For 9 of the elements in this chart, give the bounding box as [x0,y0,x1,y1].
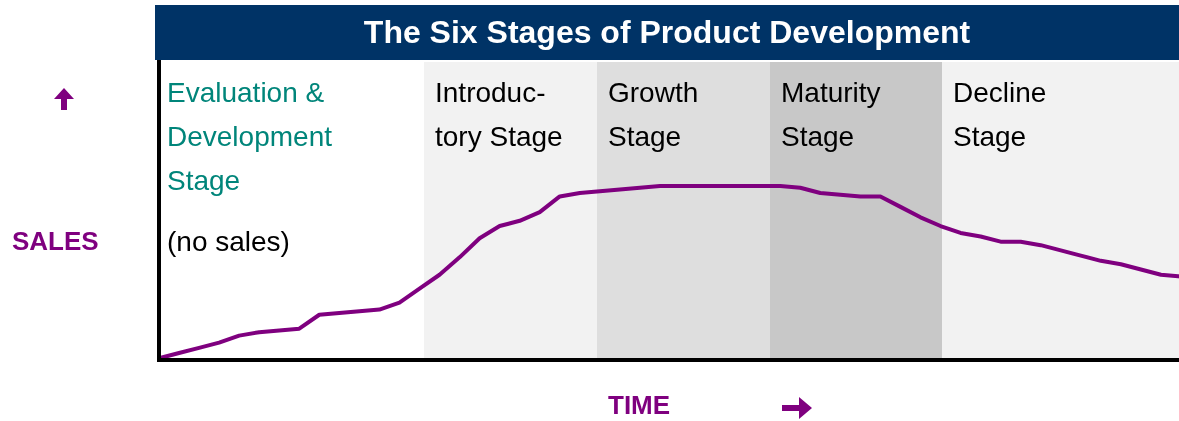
annotation: (no sales) [167,225,291,259]
text: Decline Stage [953,76,1048,154]
text: Maturity Stage [781,76,882,154]
x-axis-title: TIME [608,390,671,421]
text: Introduc- tory Stage [435,76,564,154]
text: Growth Stage [608,76,700,154]
annotation: Evaluation & Development Stage [167,76,333,198]
chart-title: The Six Stages of Product Development [155,5,1179,60]
y-axis-title: SALES [12,226,99,257]
